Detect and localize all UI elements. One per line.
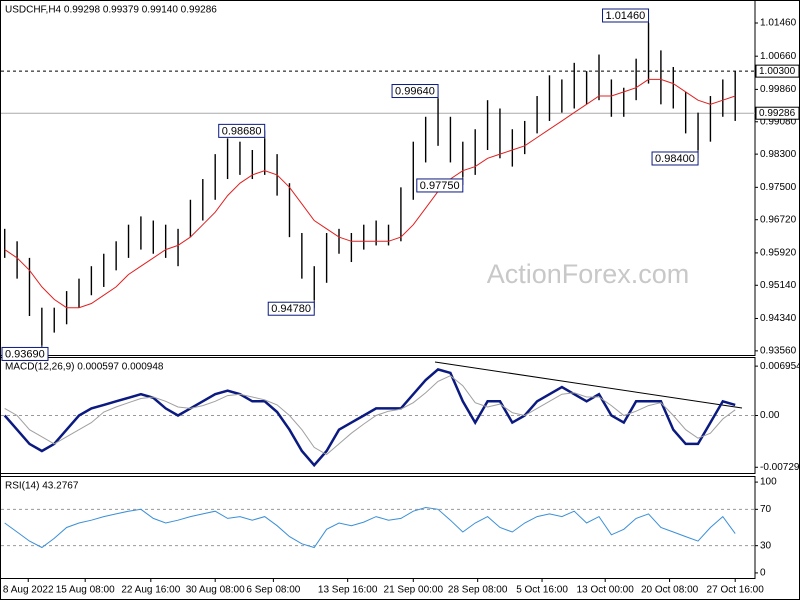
series-line	[4, 506, 736, 549]
rsi-panel	[0, 476, 756, 579]
y-tick-label: 0.99080	[760, 116, 797, 127]
annotation-label: 0.93690	[5, 348, 45, 360]
annotation-box	[391, 84, 439, 99]
annotation-label: 0.99640	[395, 85, 435, 97]
y-tick-label: 0.98300	[760, 149, 797, 160]
moving-average	[4, 78, 736, 309]
y-tick-label: 0.93560	[760, 345, 797, 356]
annotation-box	[416, 178, 464, 193]
x-tick-label: 20 Oct 08:00	[641, 585, 699, 596]
price-label-box	[755, 64, 800, 78]
y-tick-label: 0.006954	[760, 361, 800, 372]
x-tick-label: 15 Aug 08:00	[56, 585, 115, 596]
trend-line	[434, 361, 743, 409]
series-line	[4, 375, 736, 456]
panel-title: MACD(12,26,9) 0.000597 0.000948	[5, 362, 164, 373]
annotation-box	[267, 301, 315, 316]
annotation-label: 0.97750	[420, 180, 460, 192]
y-tick-label: 1.00660	[760, 51, 797, 62]
y-tick-label: 0.99860	[760, 84, 797, 95]
x-tick-label: 28 Sep 08:00	[448, 585, 508, 596]
x-tick-label: 30 Aug 08:00	[186, 585, 245, 596]
x-tick-label: 5 Oct 16:00	[516, 585, 568, 596]
x-tick-label: 27 Oct 16:00	[707, 585, 765, 596]
price-panel	[0, 0, 756, 356]
y-tick-label: 0.95140	[760, 280, 797, 291]
annotation-box	[651, 151, 699, 166]
x-tick-label: 13 Sep 16:00	[318, 585, 378, 596]
annotation-label: 1.01460	[606, 10, 646, 22]
annotation-label: 0.94780	[271, 303, 311, 315]
x-tick-label: 6 Sep 08:00	[246, 585, 300, 596]
panel-title: USDCHF,H4 0.99298 0.99379 0.99140 0.9928…	[5, 5, 217, 16]
x-tick-label: 22 Aug 16:00	[121, 585, 180, 596]
y-tick-label: 0.97500	[760, 182, 797, 193]
y-tick-label: 0.94340	[760, 313, 797, 324]
y-tick-label: 100	[760, 477, 777, 488]
panel-title: RSI(14) 43.2767	[5, 481, 79, 492]
annotation-label: 0.98680	[222, 125, 262, 137]
price-label: 1.00300	[759, 66, 796, 77]
x-tick-label: 21 Sep 00:00	[384, 585, 444, 596]
y-tick-label: 0	[760, 568, 766, 579]
price-label: 0.99286	[759, 108, 796, 119]
price-label-box	[755, 106, 800, 120]
y-tick-label: 70	[760, 504, 772, 515]
series-line	[3, 368, 736, 468]
y-tick-label: 1.01460	[760, 18, 797, 29]
x-tick-label: 13 Oct 00:00	[577, 585, 635, 596]
annotation-box	[1, 346, 49, 361]
y-tick-label: 0.96720	[760, 214, 797, 225]
y-tick-label: 0.95920	[760, 248, 797, 259]
y-tick-label: 0.00	[760, 410, 780, 421]
y-tick-label: -0.007294	[760, 462, 800, 473]
annotation-label: 0.98400	[655, 153, 695, 165]
watermark: ActionForex.com	[487, 259, 690, 289]
x-tick-label: 8 Aug 2022	[3, 585, 54, 596]
y-tick-label: 30	[760, 540, 772, 551]
annotation-box	[218, 123, 266, 138]
annotation-box	[602, 8, 650, 23]
